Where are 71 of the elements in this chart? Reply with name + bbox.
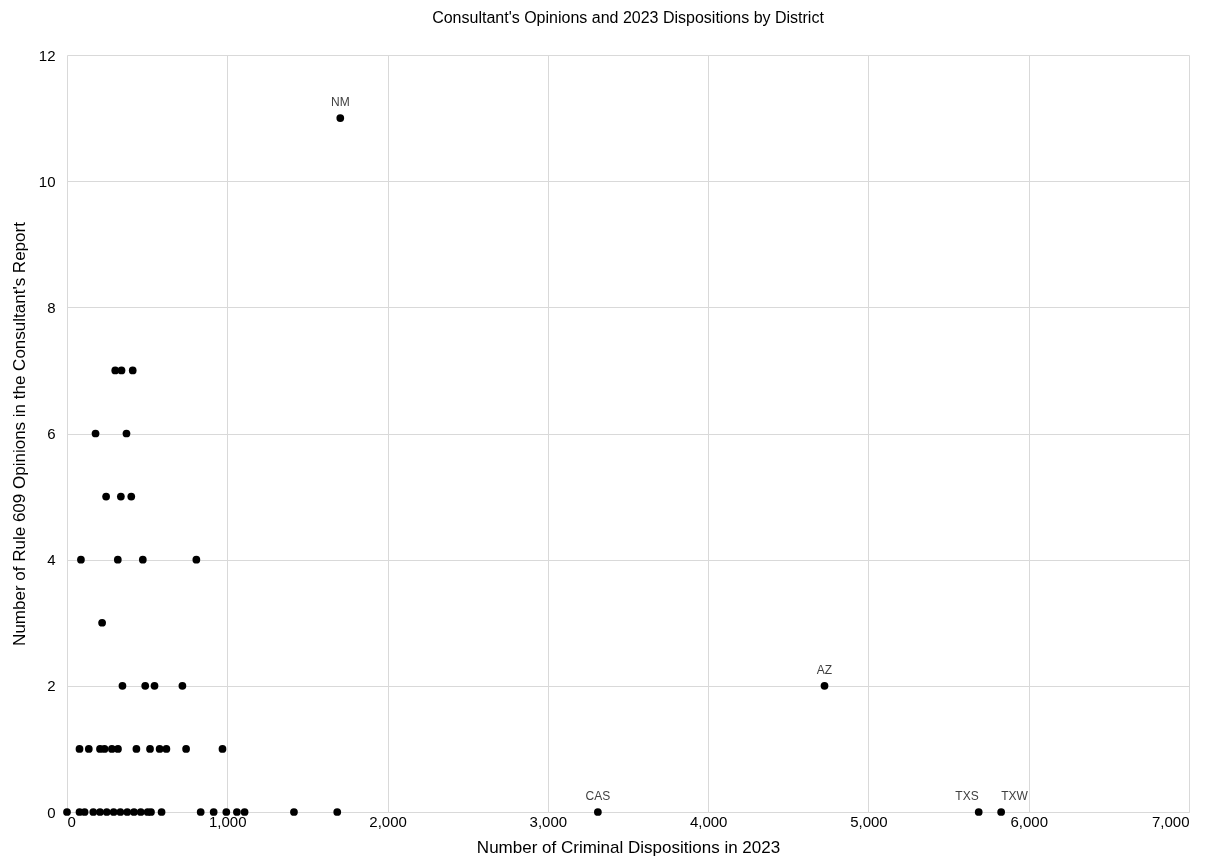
- point: [63, 808, 71, 816]
- point: [333, 808, 342, 816]
- y-tick-label: 12: [38, 46, 56, 64]
- y-tick-label: 8: [47, 298, 56, 316]
- x-axis-title: Number of Criminal Dispositions in 2023: [476, 837, 781, 857]
- point: [123, 808, 132, 816]
- point: [240, 808, 249, 816]
- point: [109, 808, 118, 816]
- x-tick-label: 6,000: [1010, 812, 1048, 830]
- point: [77, 555, 85, 564]
- y-tick-label: 4: [47, 551, 56, 569]
- point: [336, 114, 345, 122]
- point: [116, 808, 125, 816]
- y-tick-label: 10: [38, 172, 56, 190]
- annotation: CAS: [585, 789, 611, 803]
- point: [113, 555, 122, 564]
- x-tick-label: 4,000: [689, 812, 728, 830]
- point: [96, 808, 104, 816]
- point: [182, 745, 190, 753]
- point: [122, 429, 131, 438]
- point: [102, 808, 111, 816]
- point: [997, 808, 1006, 816]
- point: [209, 808, 218, 816]
- x-tick-label: 7,000: [1151, 812, 1190, 830]
- point: [146, 745, 154, 753]
- point: [116, 492, 125, 501]
- y-axis-title: Number of Rule 609 Opinions in the Consultant's Report: [9, 221, 29, 646]
- point: [130, 808, 138, 816]
- point: [162, 745, 171, 753]
- point: [84, 745, 93, 753]
- point: [150, 681, 159, 690]
- point: [196, 808, 205, 816]
- point: [118, 681, 127, 690]
- point: [593, 808, 602, 816]
- point: [102, 492, 110, 501]
- point: [128, 366, 137, 375]
- annotation: TXW: [1001, 789, 1029, 803]
- point: [157, 808, 166, 816]
- annotation: NM: [330, 95, 350, 110]
- point: [222, 808, 231, 816]
- annotation: AZ: [816, 662, 833, 677]
- point: [233, 808, 241, 816]
- point: [127, 492, 136, 501]
- y-tick-label: 2: [47, 677, 56, 695]
- x-tick-label: 1,000: [209, 812, 247, 830]
- point: [111, 366, 120, 375]
- point: [114, 745, 122, 753]
- point: [218, 745, 227, 753]
- point: [132, 745, 141, 753]
- point: [91, 429, 100, 438]
- point: [98, 618, 106, 627]
- x-tick-label: 3,000: [529, 812, 568, 830]
- chart-title: Consultant's Opinions and 2023 Dispositions by District: [432, 9, 825, 26]
- point: [974, 808, 983, 816]
- point: [141, 681, 150, 690]
- point: [89, 808, 98, 816]
- x-tick-label: 0: [67, 812, 76, 830]
- annotation: TXS: [955, 789, 979, 803]
- point: [155, 745, 164, 753]
- x-tick-label: 5,000: [850, 812, 888, 830]
- point: [75, 745, 84, 753]
- y-tick-label: 6: [47, 425, 56, 442]
- point: [117, 366, 126, 375]
- point: [290, 808, 298, 816]
- point: [136, 808, 145, 816]
- point: [138, 555, 147, 564]
- point: [820, 681, 829, 690]
- x-tick-label: 2,000: [369, 812, 407, 830]
- point: [178, 681, 187, 690]
- point: [192, 555, 201, 564]
- point: [147, 808, 155, 816]
